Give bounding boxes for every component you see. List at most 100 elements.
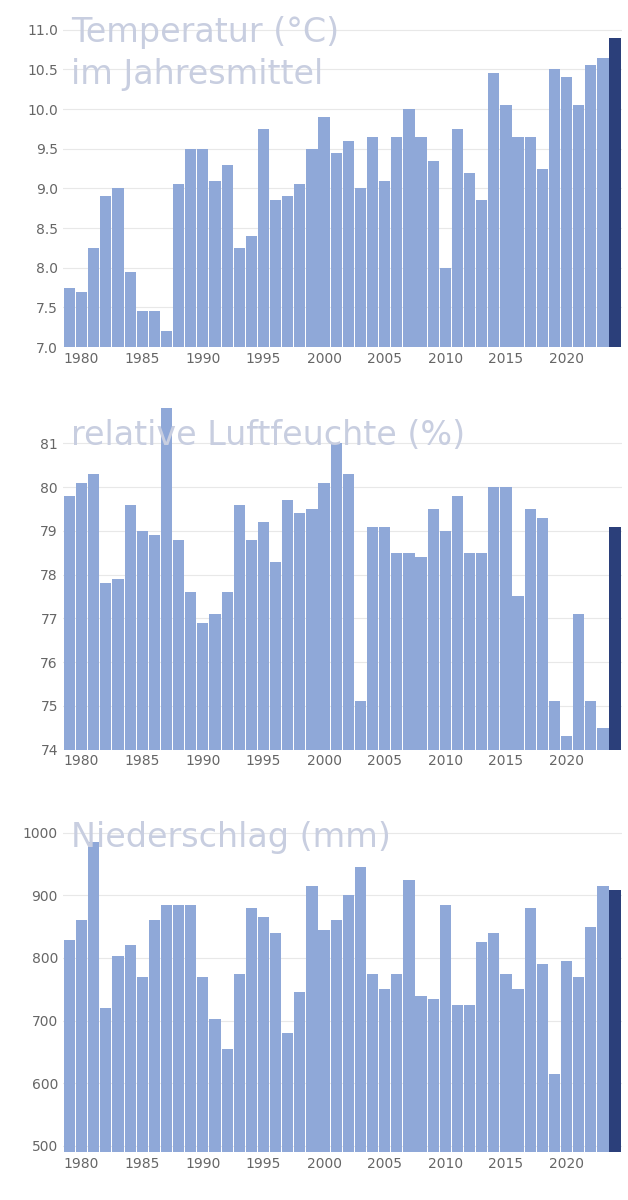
Bar	[197, 149, 208, 902]
Bar	[597, 58, 609, 902]
Bar	[234, 248, 245, 902]
Bar	[464, 553, 475, 1200]
Bar	[173, 540, 184, 1200]
Bar	[403, 109, 414, 902]
Bar	[112, 188, 124, 902]
Bar	[318, 930, 330, 1200]
Bar	[330, 920, 342, 1200]
Bar	[343, 474, 354, 1200]
Bar	[512, 137, 524, 902]
Bar	[549, 1074, 560, 1200]
Bar	[573, 977, 584, 1200]
Bar	[185, 149, 197, 902]
Bar	[149, 920, 160, 1200]
Bar	[76, 292, 87, 902]
Bar	[161, 331, 172, 902]
Bar	[88, 248, 99, 902]
Bar	[343, 140, 354, 902]
Bar	[112, 956, 124, 1200]
Bar	[597, 886, 609, 1200]
Bar	[76, 920, 87, 1200]
Bar	[209, 180, 220, 902]
Bar	[197, 977, 208, 1200]
Text: Niederschlag (mm): Niederschlag (mm)	[71, 821, 391, 854]
Bar	[161, 404, 172, 1200]
Bar	[137, 311, 148, 902]
Bar	[88, 842, 99, 1200]
Bar	[452, 1004, 463, 1200]
Bar	[416, 137, 426, 902]
Bar	[512, 596, 524, 1200]
Bar	[318, 482, 330, 1200]
Bar	[222, 592, 232, 1200]
Bar	[549, 70, 560, 902]
Bar	[561, 77, 572, 902]
Bar	[610, 890, 620, 1200]
Bar	[416, 996, 426, 1200]
Bar	[64, 496, 75, 1200]
Text: Temperatur (°C)
im Jahresmittel: Temperatur (°C) im Jahresmittel	[71, 17, 339, 91]
Bar	[343, 895, 354, 1200]
Bar	[137, 977, 148, 1200]
Bar	[306, 886, 318, 1200]
Bar	[270, 200, 281, 902]
Bar	[367, 527, 378, 1200]
Bar	[282, 500, 293, 1200]
Bar	[391, 137, 403, 902]
Bar	[270, 932, 281, 1200]
Bar	[476, 200, 487, 902]
Bar	[464, 1004, 475, 1200]
Bar	[306, 149, 318, 902]
Bar	[428, 161, 439, 902]
Bar	[209, 1019, 220, 1200]
Bar	[185, 592, 197, 1200]
Bar	[524, 137, 536, 902]
Bar	[100, 583, 111, 1200]
Bar	[585, 66, 597, 902]
Bar	[403, 880, 414, 1200]
Bar	[173, 185, 184, 902]
Bar	[379, 527, 390, 1200]
Bar	[282, 1033, 293, 1200]
Bar	[295, 992, 305, 1200]
Bar	[258, 522, 269, 1200]
Bar	[585, 702, 597, 1200]
Bar	[391, 553, 403, 1200]
Bar	[222, 1049, 232, 1200]
Bar	[573, 614, 584, 1200]
Bar	[452, 496, 463, 1200]
Bar	[124, 505, 136, 1200]
Bar	[440, 905, 451, 1200]
Bar	[501, 106, 512, 902]
Bar	[149, 311, 160, 902]
Bar	[318, 118, 330, 902]
Bar	[124, 271, 136, 902]
Bar	[391, 973, 403, 1200]
Bar	[428, 509, 439, 1200]
Bar	[149, 535, 160, 1200]
Bar	[367, 137, 378, 902]
Bar	[573, 106, 584, 902]
Bar	[416, 557, 426, 1200]
Bar	[488, 932, 499, 1200]
Bar	[561, 961, 572, 1200]
Bar	[379, 989, 390, 1200]
Bar	[246, 236, 257, 902]
Bar	[306, 509, 318, 1200]
Bar	[561, 737, 572, 1200]
Bar	[246, 540, 257, 1200]
Bar	[330, 152, 342, 902]
Bar	[501, 973, 512, 1200]
Bar	[537, 517, 548, 1200]
Bar	[112, 578, 124, 1200]
Bar	[355, 188, 366, 902]
Bar	[367, 973, 378, 1200]
Bar	[597, 727, 609, 1200]
Text: relative Luftfeuchte (%): relative Luftfeuchte (%)	[71, 419, 465, 451]
Bar	[428, 998, 439, 1200]
Bar	[488, 487, 499, 1200]
Bar	[88, 474, 99, 1200]
Bar	[295, 514, 305, 1200]
Bar	[258, 128, 269, 902]
Bar	[476, 942, 487, 1200]
